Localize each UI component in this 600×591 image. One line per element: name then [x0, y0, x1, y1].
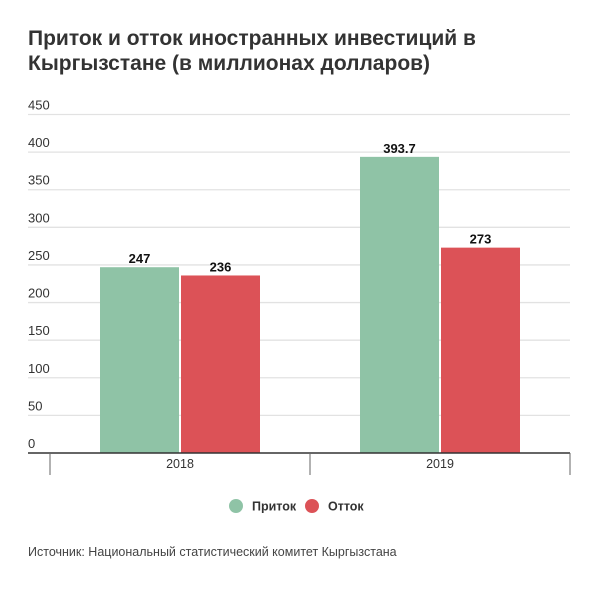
data-label: 247	[129, 251, 151, 266]
y-tick-label: 50	[28, 398, 42, 413]
x-tick-label: 2018	[166, 457, 194, 471]
y-tick-label: 200	[28, 286, 50, 301]
x-tick-label: 2019	[426, 457, 454, 471]
legend-marker-1	[305, 499, 319, 513]
y-tick-label: 450	[28, 98, 50, 113]
legend-marker-0	[229, 499, 243, 513]
y-tick-label: 0	[28, 436, 35, 451]
y-tick-label: 400	[28, 135, 50, 150]
y-tick-label: 300	[28, 210, 50, 225]
bar-приток-2019	[360, 156, 439, 454]
data-label: 393.7	[383, 141, 416, 156]
y-tick-label: 250	[28, 248, 50, 263]
y-tick-label: 150	[28, 323, 50, 338]
source-note: Источник: Национальный статистический ко…	[28, 545, 397, 559]
bar-приток-2018	[100, 267, 179, 453]
y-tick-label: 100	[28, 361, 50, 376]
data-label: 273	[470, 232, 492, 247]
bar-отток-2019	[441, 247, 520, 453]
chart-title: Приток и отток иностранных инвестиций в …	[28, 27, 476, 75]
legend-label: Отток	[328, 500, 364, 514]
bar-отток-2018	[181, 275, 260, 453]
legend-label: Приток	[252, 500, 297, 514]
y-tick-label: 350	[28, 173, 50, 188]
data-label: 236	[210, 259, 232, 274]
